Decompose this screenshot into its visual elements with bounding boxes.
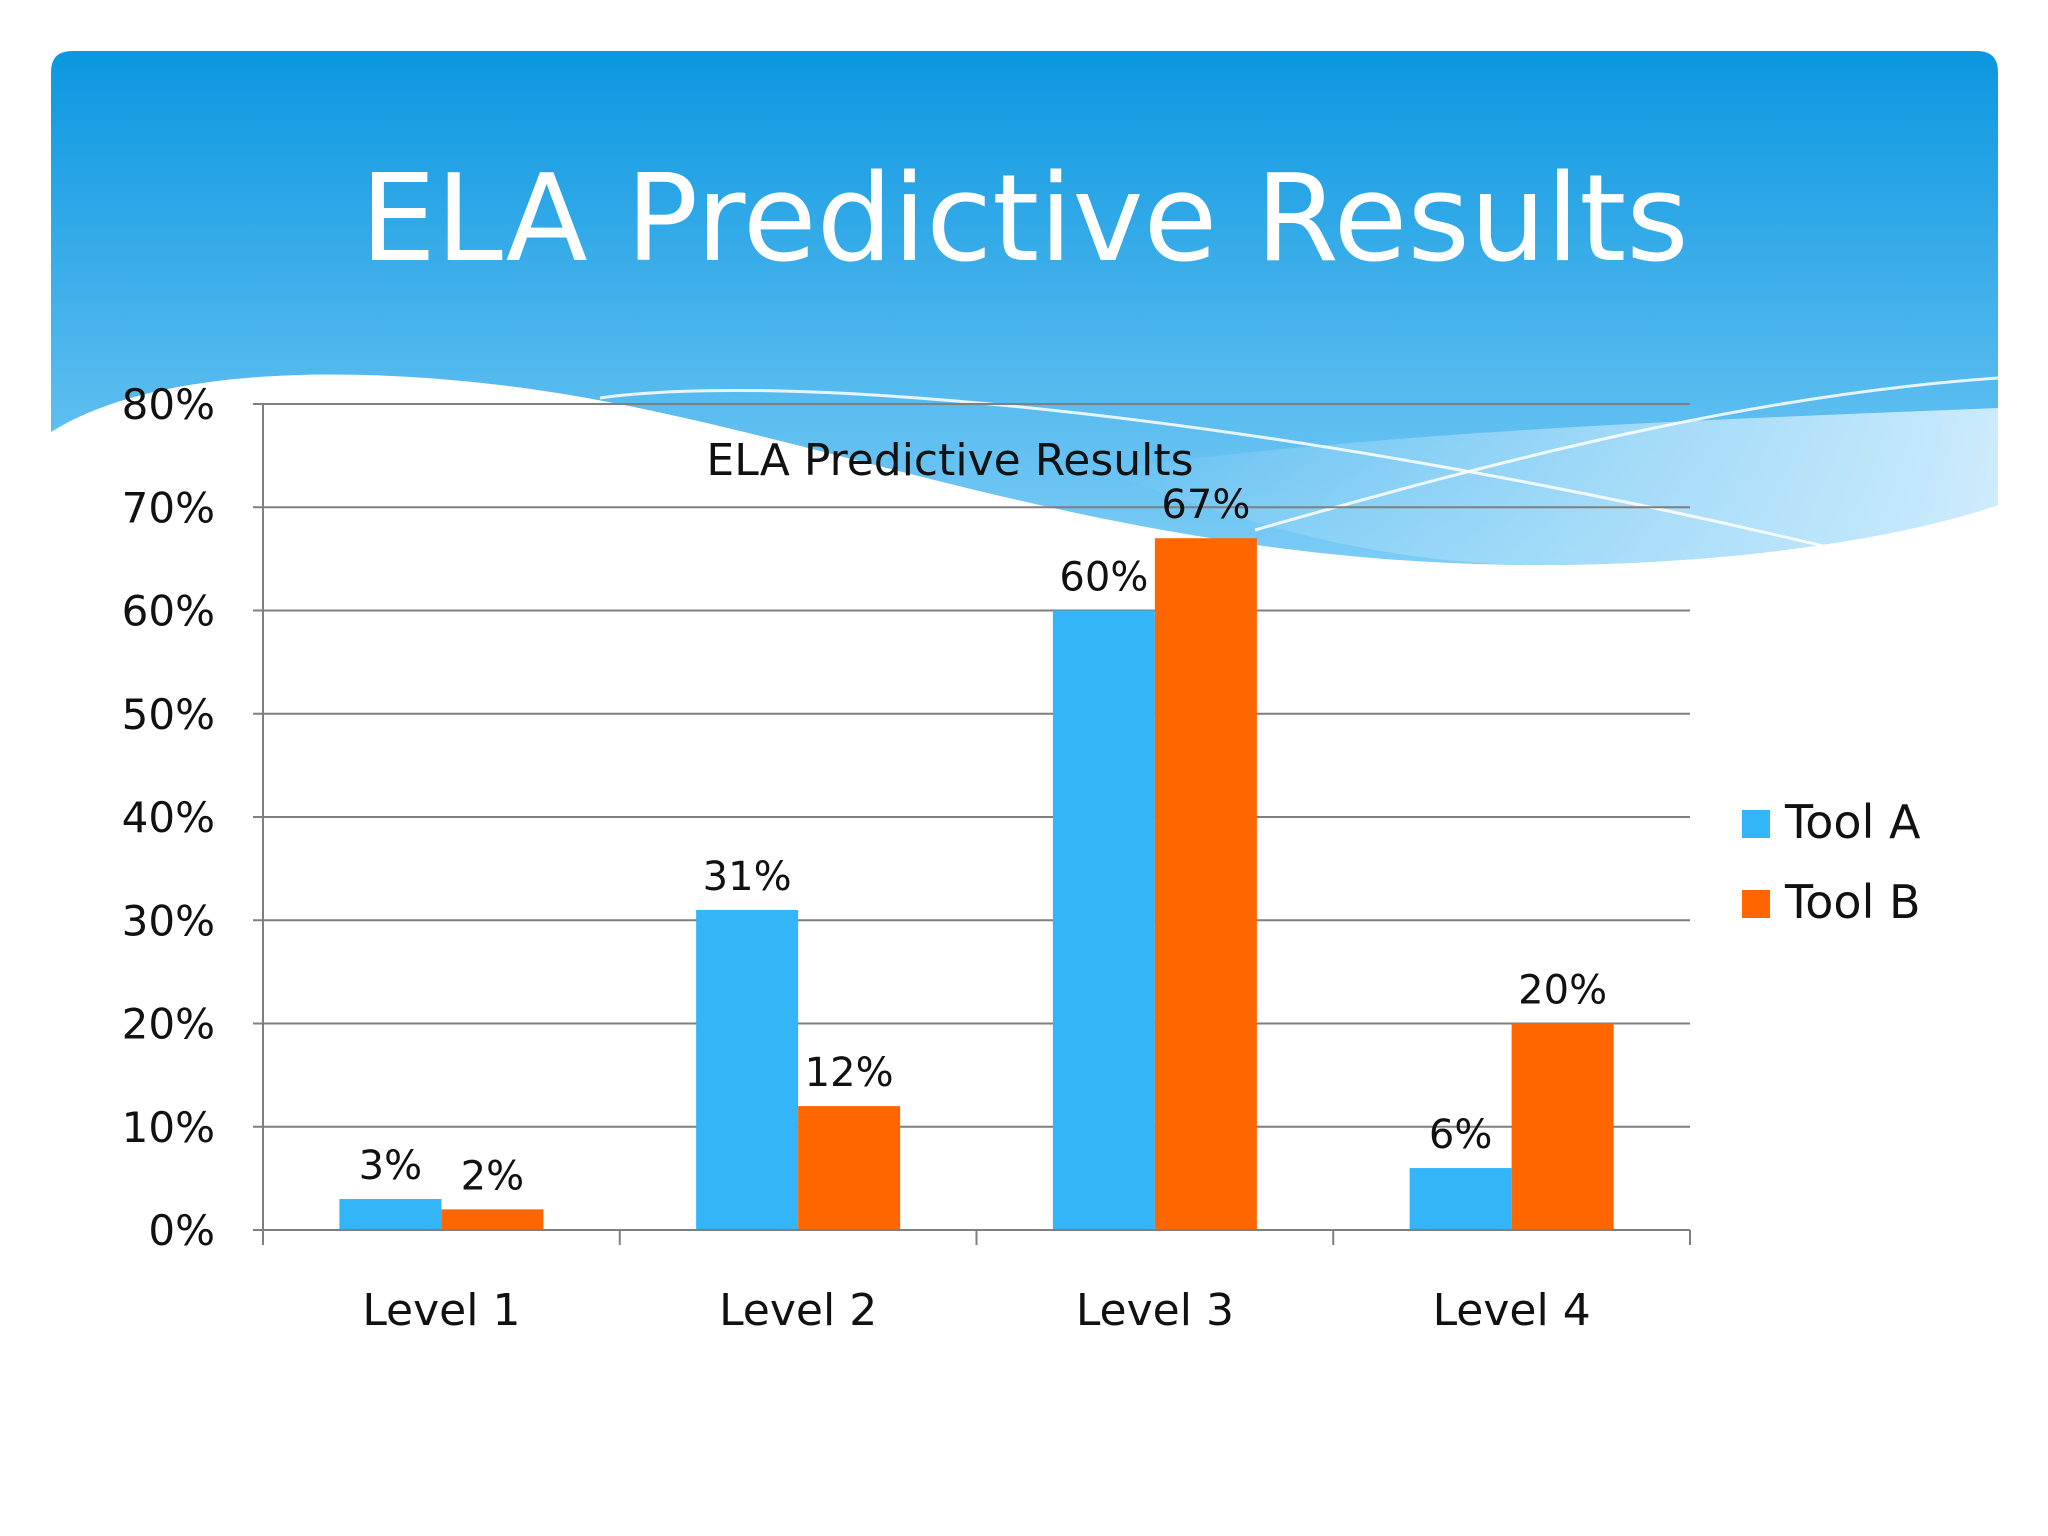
bar-tool-b bbox=[441, 1209, 544, 1230]
y-tick-label: 20% bbox=[122, 1000, 215, 1049]
y-tick-label: 0% bbox=[148, 1206, 215, 1255]
x-tick-label: Level 1 bbox=[362, 1285, 520, 1336]
legend-swatch-tool-a bbox=[1742, 810, 1770, 838]
bars-layer bbox=[263, 538, 1690, 1231]
legend-label-tool-a: Tool A bbox=[1784, 795, 1921, 849]
data-label-tool-a: 6% bbox=[1429, 1112, 1492, 1158]
data-label-tool-b: 12% bbox=[805, 1050, 894, 1096]
bar-tool-a bbox=[1409, 1168, 1512, 1230]
y-tick-label: 80% bbox=[122, 380, 215, 429]
y-tick-label: 50% bbox=[122, 690, 215, 739]
bar-tool-b bbox=[1154, 538, 1257, 1230]
bar-tool-a bbox=[1052, 610, 1155, 1230]
header-wave-line bbox=[599, 389, 1841, 552]
chart-title: ELA Predictive Results bbox=[706, 435, 1193, 486]
data-label-tool-a: 31% bbox=[703, 854, 792, 900]
data-label-tool-a: 60% bbox=[1059, 555, 1148, 601]
x-tick-label: Level 3 bbox=[1076, 1285, 1234, 1336]
bar-tool-b bbox=[1511, 1023, 1614, 1230]
data-label-tool-b: 67% bbox=[1161, 482, 1250, 528]
data-label-tool-b: 2% bbox=[461, 1153, 524, 1199]
data-label-tool-a: 3% bbox=[359, 1143, 422, 1189]
x-tick-label: Level 2 bbox=[719, 1285, 877, 1336]
slide-title: ELA Predictive Results bbox=[360, 150, 1689, 289]
bar-tool-a bbox=[696, 909, 799, 1230]
data-label-tool-b: 20% bbox=[1518, 968, 1607, 1014]
x-tick-label: Level 4 bbox=[1433, 1285, 1591, 1336]
labels-layer: 3% 2% Level 1 31% 12% Level 2 60% 67% Level 3 6% 2… bbox=[359, 482, 1607, 1336]
y-tick-label: 10% bbox=[122, 1103, 215, 1152]
y-tick-label: 70% bbox=[122, 483, 215, 532]
legend-swatch-tool-b bbox=[1742, 890, 1770, 918]
y-tick-label: 30% bbox=[122, 896, 215, 945]
y-tick-label: 40% bbox=[122, 793, 215, 842]
legend: Tool A Tool B bbox=[1742, 795, 1921, 929]
header-wave-line bbox=[1254, 376, 1999, 532]
legend-label-tool-b: Tool B bbox=[1784, 875, 1921, 929]
bar-tool-b bbox=[798, 1106, 901, 1230]
bar-tool-a bbox=[339, 1199, 442, 1230]
y-tick-label: 60% bbox=[122, 587, 215, 636]
